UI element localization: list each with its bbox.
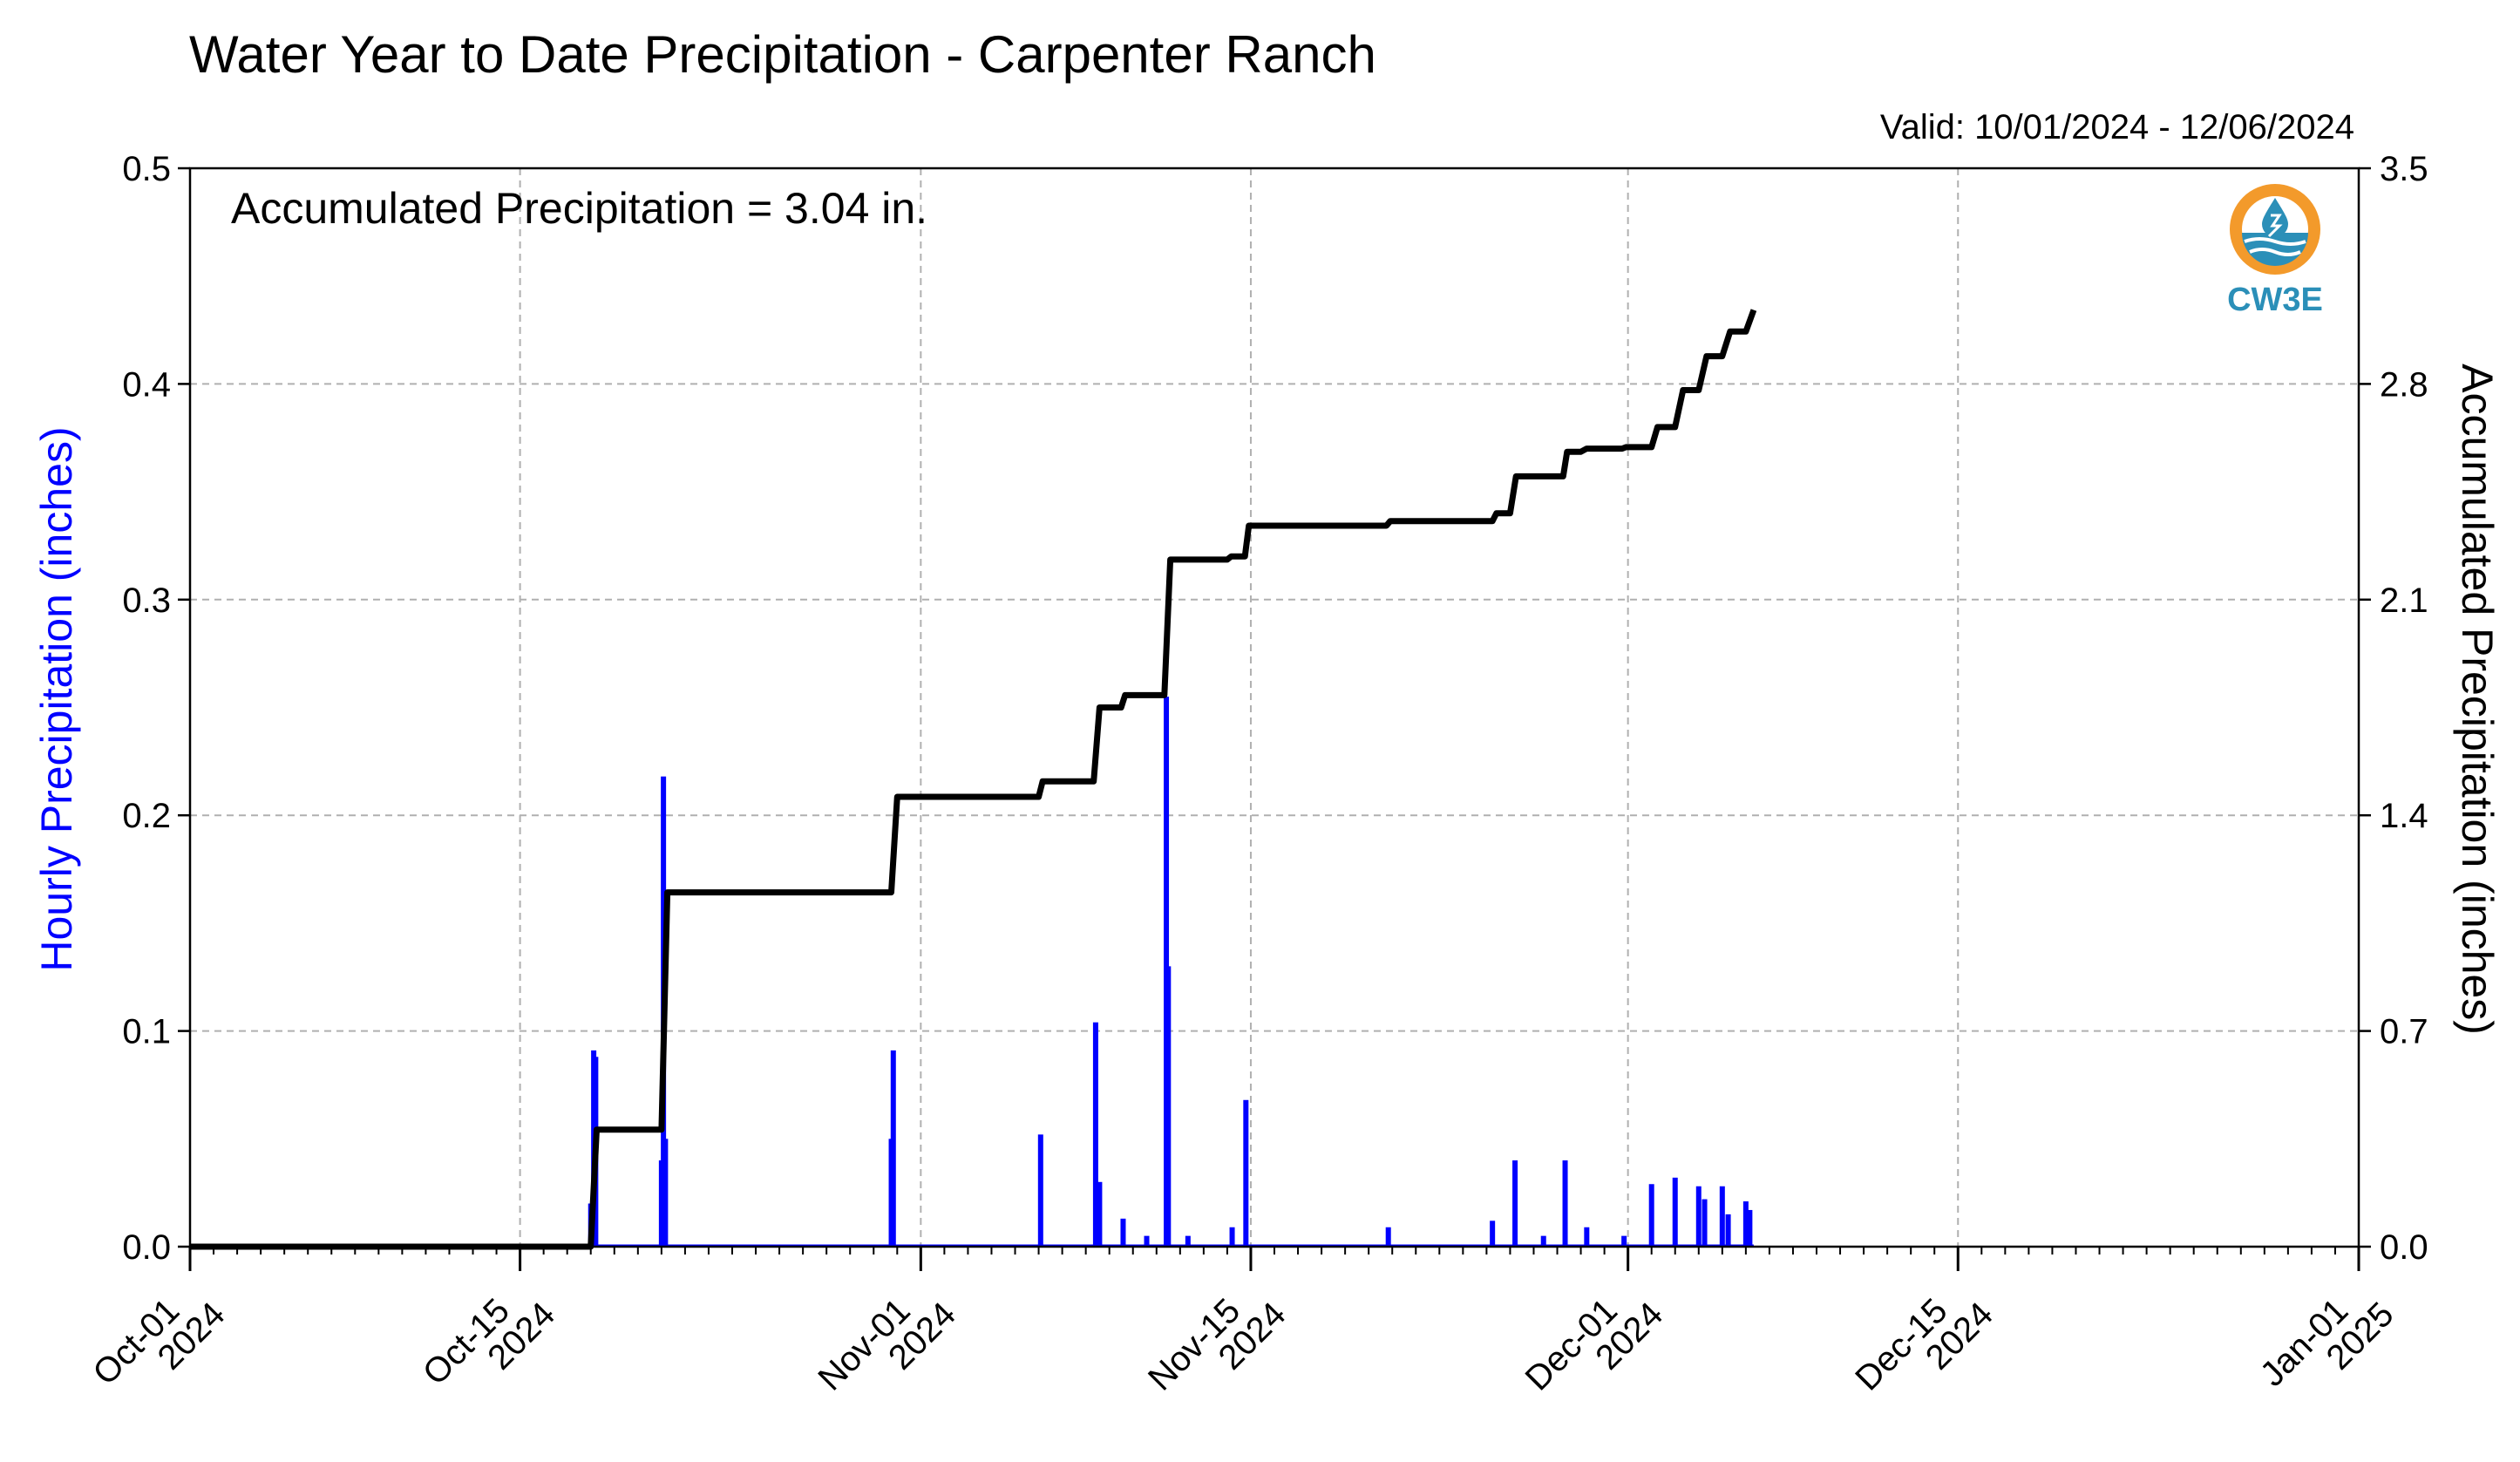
x-tick-label: Dec-152024 bbox=[1848, 1270, 2000, 1423]
water-drop-logo-icon bbox=[2230, 184, 2320, 275]
accumulated-precipitation-line bbox=[190, 309, 1757, 1250]
hourly-bar bbox=[1672, 1177, 1678, 1247]
hourly-bar bbox=[1562, 1160, 1568, 1247]
hourly-bar bbox=[1097, 1181, 1103, 1247]
y-tick-label-left: 0.5 bbox=[122, 150, 171, 188]
hourly-bar bbox=[1165, 966, 1172, 1247]
plot-frame bbox=[188, 167, 2360, 1248]
x-tick-label: Oct-152024 bbox=[416, 1270, 562, 1417]
y-axis-label-right: Accumulated Precipitation (inches) bbox=[2453, 364, 2502, 1035]
hourly-bar bbox=[1648, 1184, 1654, 1247]
hourly-bar bbox=[1719, 1186, 1725, 1247]
y-tick-label-left: 0.0 bbox=[122, 1228, 171, 1267]
chart-title: Water Year to Date Precipitation - Carpe… bbox=[189, 25, 1376, 84]
y-tick-label-left: 0.3 bbox=[122, 581, 171, 620]
y-tick-label-left: 0.1 bbox=[122, 1013, 171, 1051]
y-tick-label-left: 0.4 bbox=[122, 365, 171, 404]
valid-date-range: Valid: 10/01/2024 - 12/06/2024 bbox=[1879, 108, 2354, 146]
hourly-precipitation-bars bbox=[190, 697, 1754, 1248]
cw3e-logo: CW3E bbox=[2218, 179, 2332, 318]
hourly-bar bbox=[1243, 1099, 1249, 1247]
hourly-bar bbox=[1584, 1227, 1590, 1247]
y-tick-label-right: 0.0 bbox=[2380, 1228, 2428, 1267]
x-tick-label: Nov-012024 bbox=[811, 1270, 963, 1423]
logo-text: CW3E bbox=[2227, 282, 2323, 318]
x-tick-label: Oct-012024 bbox=[85, 1270, 232, 1417]
x-tick-label: Jan-012025 bbox=[2253, 1270, 2401, 1418]
x-tick-label: Nov-152024 bbox=[1141, 1270, 1294, 1423]
y-tick-label-right: 0.7 bbox=[2380, 1013, 2428, 1051]
y-tick-label-right: 2.8 bbox=[2380, 365, 2428, 404]
hourly-bar bbox=[1144, 1235, 1150, 1247]
hourly-bar bbox=[662, 1139, 669, 1247]
hourly-bar bbox=[1512, 1160, 1518, 1247]
hourly-bar bbox=[1695, 1186, 1702, 1247]
hourly-bar bbox=[1725, 1214, 1731, 1247]
y-axis-label-left: Hourly Precipitation (inches) bbox=[32, 426, 81, 971]
accumulated-step-line bbox=[190, 309, 1757, 1250]
hourly-bar bbox=[1385, 1227, 1391, 1247]
y-tick-label-right: 3.5 bbox=[2380, 150, 2428, 188]
hourly-bar bbox=[1702, 1199, 1708, 1247]
y-tick-label-left: 0.2 bbox=[122, 797, 171, 835]
y-tick-label-right: 1.4 bbox=[2380, 797, 2428, 835]
hourly-bar bbox=[1490, 1221, 1496, 1247]
y-tick-label-right: 2.1 bbox=[2380, 581, 2428, 620]
x-tick-label: Dec-012024 bbox=[1518, 1270, 1671, 1423]
hourly-bar bbox=[1742, 1201, 1749, 1247]
accumulated-annotation: Accumulated Precipitation = 3.04 in. bbox=[231, 184, 928, 233]
hourly-bar bbox=[1037, 1134, 1043, 1247]
hourly-bar bbox=[1540, 1235, 1546, 1247]
axes: 0.0 0.1 0.2 0.3 0.4 0.5 0.0 0.7 1.4 2.1 2.8 3.5 Oct-… bbox=[85, 150, 2428, 1423]
hourly-bar bbox=[1747, 1209, 1753, 1247]
hourly-bar bbox=[1229, 1227, 1235, 1247]
hourly-bar bbox=[890, 1050, 896, 1247]
hourly-bar bbox=[1120, 1218, 1126, 1247]
hourly-bar bbox=[1092, 1022, 1098, 1247]
hourly-bar bbox=[1621, 1235, 1627, 1247]
hourly-bar bbox=[1185, 1235, 1191, 1247]
grid-lines bbox=[190, 168, 2359, 1247]
